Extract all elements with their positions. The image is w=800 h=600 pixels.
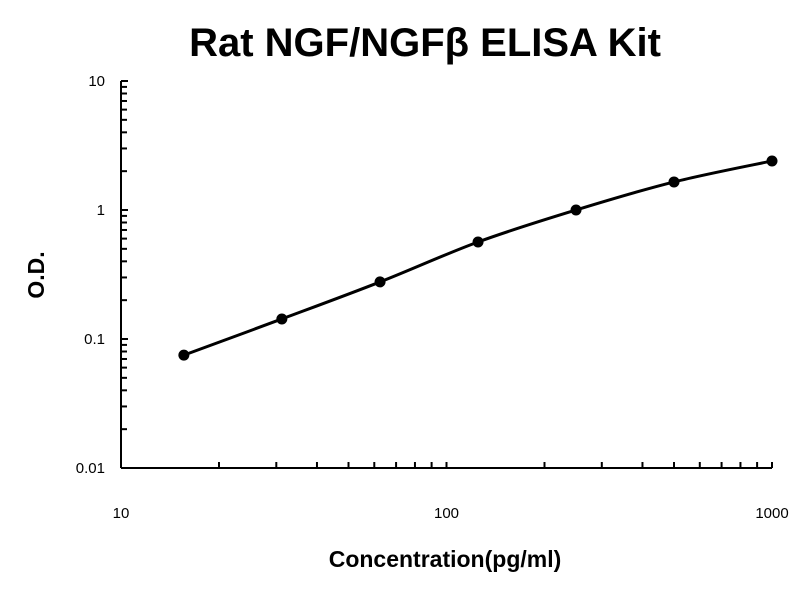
x-tick-label: 10	[113, 505, 130, 522]
data-point	[374, 276, 386, 288]
chart-title: Rat NGF/NGFβ ELISA Kit	[189, 21, 661, 65]
data-point	[472, 236, 484, 248]
y-tick-label: 0.01	[76, 460, 105, 477]
x-tick-label: 100	[434, 505, 459, 522]
y-tick-label: 1	[97, 202, 105, 219]
data-point	[668, 176, 680, 188]
data-point	[766, 155, 778, 167]
y-axis-label: O.D.	[23, 251, 49, 298]
y-tick-label: 0.1	[84, 331, 105, 348]
data-point	[276, 313, 288, 325]
x-axis-label: Concentration(pg/ml)	[329, 546, 562, 572]
x-tick-label: 1000	[755, 505, 788, 522]
data-point	[178, 349, 190, 361]
series-line	[183, 159, 773, 357]
y-tick-label: 10	[88, 73, 105, 90]
data-point	[570, 204, 582, 216]
